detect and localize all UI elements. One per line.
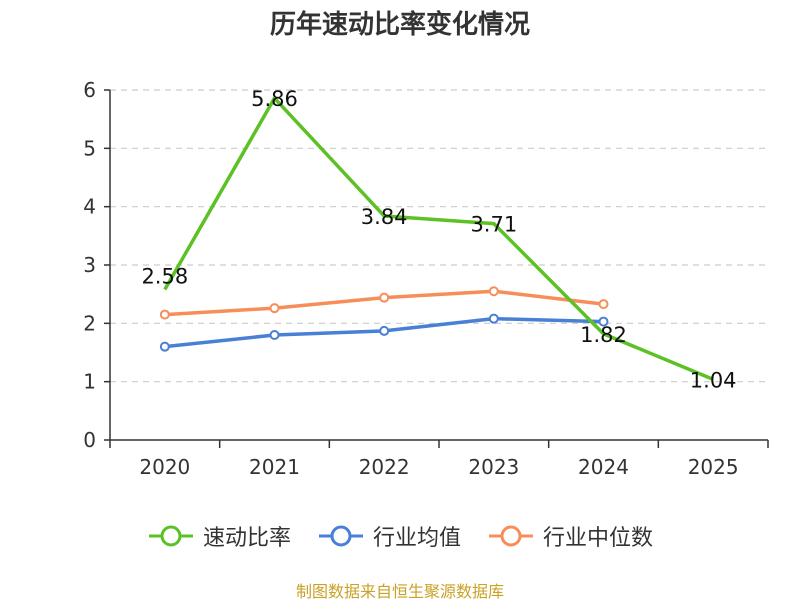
data-point: [488, 313, 499, 324]
data-label: 1.04: [690, 368, 737, 392]
x-tick-label: 2021: [249, 455, 300, 479]
y-tick-label: 4: [83, 195, 96, 219]
data-label: 2.58: [141, 265, 188, 289]
data-label: 3.84: [361, 205, 408, 229]
data-point: [598, 316, 609, 327]
line-chart: 0 1 2 3 4 5 6 2020 2021 2022 2023 2024 2025 2.58 5.86 3…: [83, 78, 769, 479]
legend-label: 速动比率: [202, 526, 291, 551]
legend-label: 行业均值: [372, 526, 461, 551]
x-tick-label: 2024: [578, 455, 629, 479]
data-point: [159, 309, 170, 320]
legend-item-industry-average[interactable]: 行业均值: [317, 520, 461, 552]
legend-label: 行业中位数: [543, 526, 654, 551]
y-tick-label: 3: [83, 253, 96, 277]
chart-title: 历年速动比率变化情况: [269, 10, 530, 40]
data-point: [269, 330, 280, 340]
data-label: 1.82: [580, 323, 627, 347]
legend: 速动比率 行业均值 行业中位数: [0, 520, 800, 552]
data-point: [488, 286, 499, 297]
data-label: 5.86: [251, 87, 298, 111]
y-tick-label: 1: [83, 370, 96, 394]
x-tick-label: 2020: [139, 455, 190, 479]
data-point: [379, 325, 390, 336]
x-tick-label: 2025: [688, 455, 739, 479]
x-tick-label: 2022: [359, 455, 410, 479]
legend-green-circle-icon: [148, 525, 193, 547]
legend-item-industry-median[interactable]: 行业中位数: [487, 520, 653, 552]
data-label: 3.71: [470, 213, 517, 237]
y-tick-label: 5: [83, 136, 96, 160]
data-point: [159, 341, 170, 352]
y-tick-label: 6: [83, 78, 96, 102]
legend-orange-circle-icon: [489, 525, 533, 547]
legend-item-quick-ratio[interactable]: 速动比率: [147, 520, 291, 552]
series-line: [163, 96, 714, 381]
legend-blue-circle-icon: [318, 525, 363, 547]
y-tick-label: 2: [83, 311, 96, 335]
x-tick-label: 2023: [468, 455, 519, 479]
y-tick-label: 0: [83, 428, 96, 452]
data-point: [598, 299, 609, 310]
source-note: 制图数据来自恒生聚源数据库: [295, 582, 504, 601]
data-point: [269, 303, 280, 314]
data-point: [379, 292, 390, 303]
